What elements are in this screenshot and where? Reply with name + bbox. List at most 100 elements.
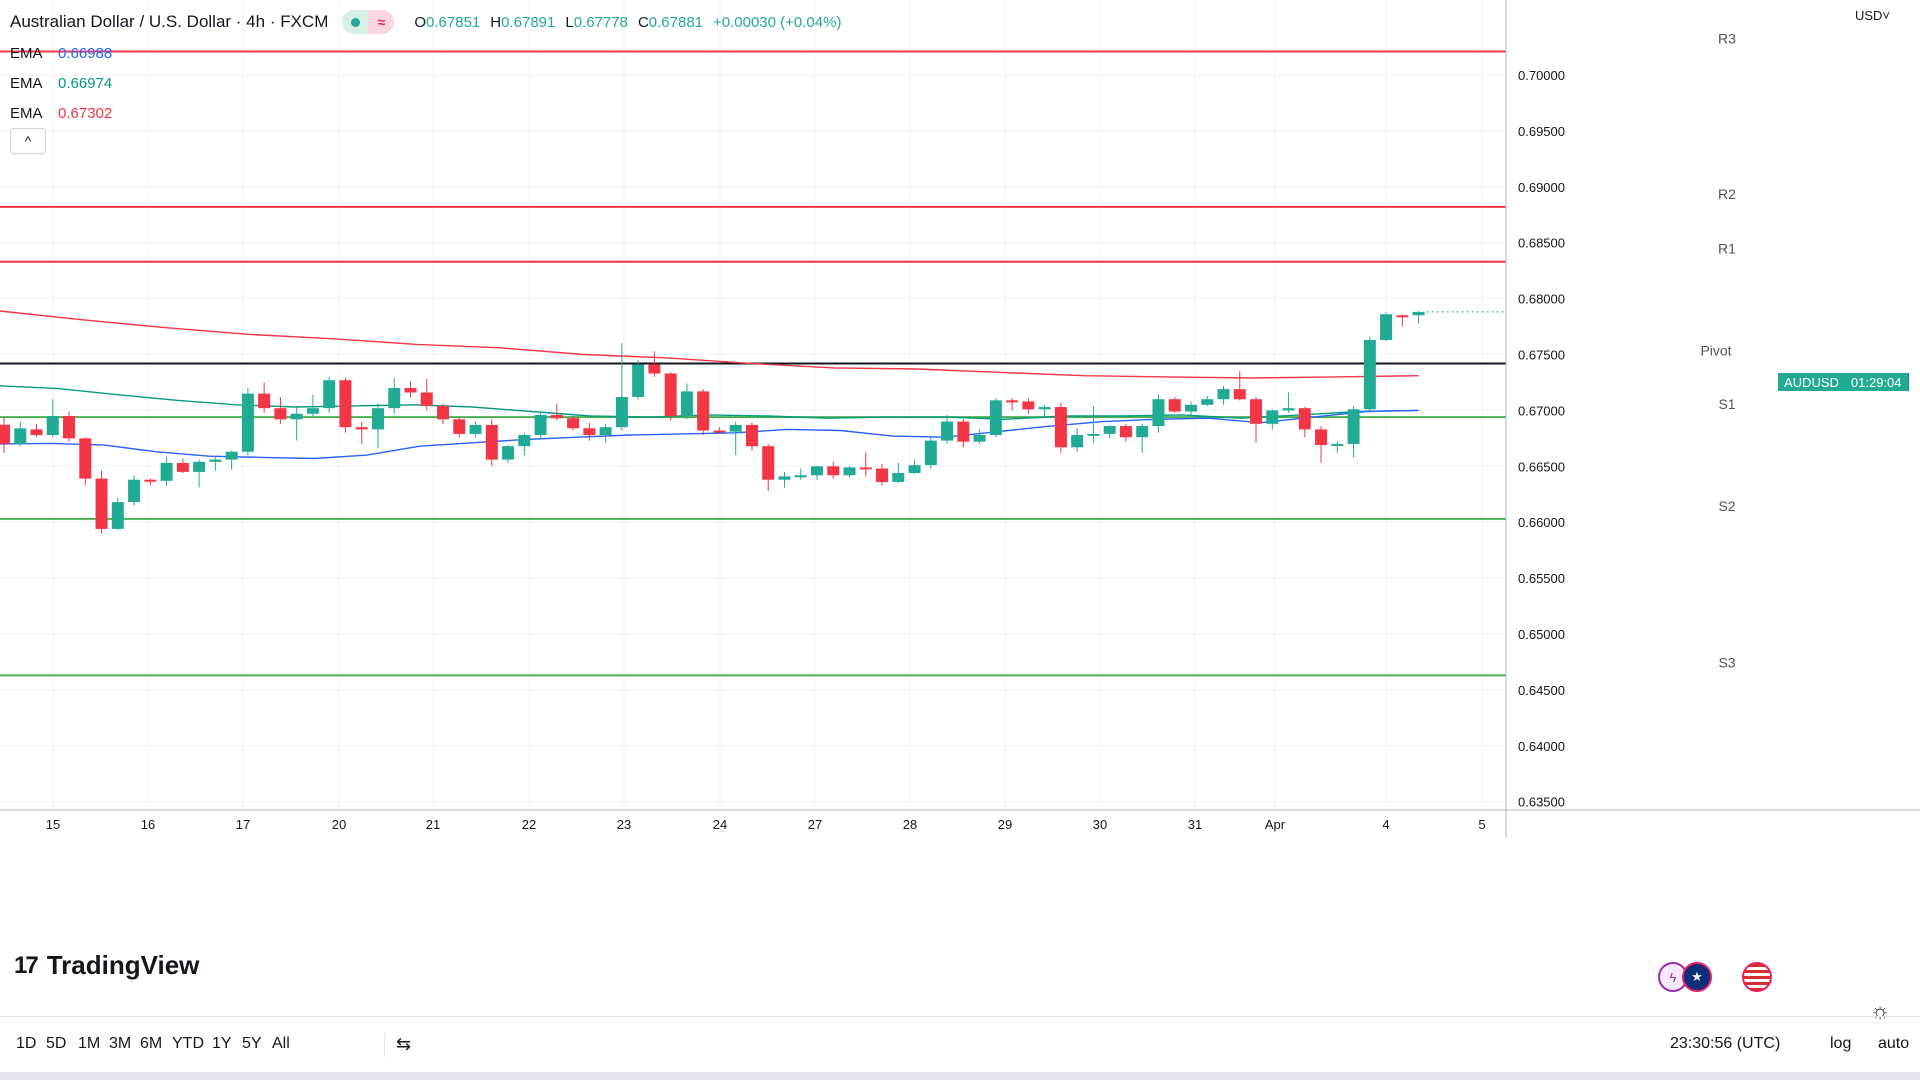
ohlc-value: 0.67891 — [501, 13, 556, 31]
timeframe-5d[interactable]: 5D — [46, 1035, 67, 1052]
candle-body — [957, 421, 970, 442]
status-pill[interactable]: ≈ — [342, 10, 395, 34]
level-label-pivot: Pivot — [1700, 342, 1731, 358]
market-status-dot-icon[interactable] — [342, 10, 369, 34]
ema-value: 0.66974 — [58, 74, 113, 92]
ohlc-key: C — [637, 13, 649, 31]
candle-body — [1136, 426, 1149, 438]
candle-body — [0, 424, 10, 444]
ema-legend-row[interactable]: EMA 0.67302 — [10, 98, 112, 128]
candle-body — [1201, 399, 1214, 405]
candle-body — [567, 418, 580, 429]
calendar-range-icon[interactable]: ⇆ — [396, 1034, 412, 1054]
ema-legend-row[interactable]: EMA 0.66988 — [10, 38, 112, 68]
candle-body — [160, 462, 173, 481]
candle-body — [1087, 433, 1100, 436]
timeframe-all[interactable]: All — [272, 1035, 290, 1052]
currency-selector[interactable]: USD˅ — [1854, 8, 1890, 23]
price-tick-label: 0.64000 — [1518, 739, 1565, 754]
candle-body — [859, 467, 872, 470]
candle-body — [79, 438, 92, 479]
tradingview-logo[interactable]: 17 TradingView — [14, 950, 199, 981]
candle-body — [583, 428, 596, 435]
wave-icon[interactable]: ≈ — [368, 10, 395, 34]
candle-body — [908, 465, 921, 474]
timeframe-1m[interactable]: 1M — [78, 1035, 101, 1052]
ema-legend: EMA 0.66988 EMA 0.66974 EMA 0.67302 — [10, 38, 112, 128]
price-tick-label: 0.68500 — [1518, 236, 1565, 251]
ema-legend-row[interactable]: EMA 0.66974 — [10, 68, 112, 98]
candle-body — [778, 476, 791, 480]
candle-body — [1396, 315, 1409, 318]
candle-body — [30, 429, 43, 435]
candle-body — [176, 462, 189, 472]
level-label-r1: R1 — [1718, 241, 1736, 257]
candle-body — [63, 415, 76, 439]
pivot-levels: R3 R2 R1 Pivot S1 S2 S3 — [0, 31, 1736, 677]
ema-label: EMA — [10, 104, 43, 122]
candle-body — [762, 446, 775, 480]
level-label-s3: S3 — [1718, 654, 1735, 670]
price-tick-label: 0.66000 — [1518, 515, 1565, 530]
time-tick-label: 16 — [141, 817, 155, 832]
time-tick-label: 22 — [522, 817, 536, 832]
utc-clock[interactable]: 23:30:56 (UTC) — [1670, 1035, 1781, 1052]
bar-countdown: 01:29:04 — [1844, 373, 1909, 391]
candle-body — [144, 479, 157, 482]
auto-scale-toggle[interactable]: auto — [1878, 1035, 1910, 1052]
timeframe-6m[interactable]: 6M — [140, 1035, 163, 1052]
timeframe-ytd[interactable]: YTD — [172, 1035, 204, 1052]
candle-body — [941, 421, 954, 441]
australia-flag-icon[interactable]: ★ — [1682, 962, 1712, 992]
level-label-r2: R2 — [1718, 186, 1736, 202]
candle-body — [420, 392, 433, 406]
last-price-tag: AUDUSD 01:29:04 — [1778, 373, 1909, 391]
ohlc-value: 0.67881 — [648, 13, 704, 31]
timeframe-1d[interactable]: 1D — [16, 1035, 37, 1052]
ema-label: EMA — [10, 44, 43, 62]
price-tick-label: 0.69500 — [1518, 124, 1565, 139]
candle-body — [729, 424, 742, 432]
candle-body — [274, 408, 287, 420]
candle-body — [95, 478, 108, 529]
time-tick-label: 15 — [46, 817, 60, 832]
chart-grid — [0, 0, 1506, 810]
candle-body — [1347, 409, 1360, 444]
level-label-s2: S2 — [1718, 498, 1735, 514]
candle-body — [1022, 401, 1035, 410]
candle-body — [664, 373, 677, 416]
candle-body — [1152, 399, 1165, 427]
bottom-scroll-strip — [0, 1072, 1920, 1080]
candle-body — [1054, 407, 1067, 448]
collapse-legend-button[interactable]: ^ — [10, 128, 46, 154]
candle-body — [46, 415, 59, 435]
timeframe-3m[interactable]: 3M — [109, 1035, 132, 1052]
candle-body — [1103, 426, 1116, 434]
candle-body — [1006, 400, 1019, 403]
candle-body — [1331, 443, 1344, 446]
symbol-title[interactable]: Australian Dollar / U.S. Dollar · 4h · F… — [10, 12, 329, 31]
candle-body — [1282, 408, 1295, 411]
us-flag-icon[interactable] — [1742, 962, 1772, 992]
price-tick-label: 0.68000 — [1518, 292, 1565, 307]
time-tick-label: 4 — [1382, 817, 1389, 832]
timeframe-1y[interactable]: 1Y — [212, 1035, 232, 1052]
candle-body — [1184, 404, 1197, 412]
candle-body — [713, 430, 726, 433]
ohlc-key: O — [414, 13, 427, 31]
event-markers: ϟ ★ — [1658, 962, 1772, 992]
candle-body — [1233, 389, 1246, 400]
timeframe-5y[interactable]: 5Y — [242, 1035, 262, 1052]
tradingview-logo-text: TradingView — [46, 950, 200, 980]
candle-body — [485, 424, 498, 460]
candle-body — [339, 380, 352, 428]
time-tick-label: 21 — [426, 817, 440, 832]
candle-body — [599, 427, 612, 435]
candle-body — [453, 419, 466, 434]
price-tick-label: 0.65500 — [1518, 571, 1565, 586]
log-scale-toggle[interactable]: log — [1830, 1035, 1852, 1052]
price-tick-label: 0.69000 — [1518, 180, 1565, 195]
candle-body — [1168, 399, 1181, 412]
candle-body — [258, 393, 271, 409]
